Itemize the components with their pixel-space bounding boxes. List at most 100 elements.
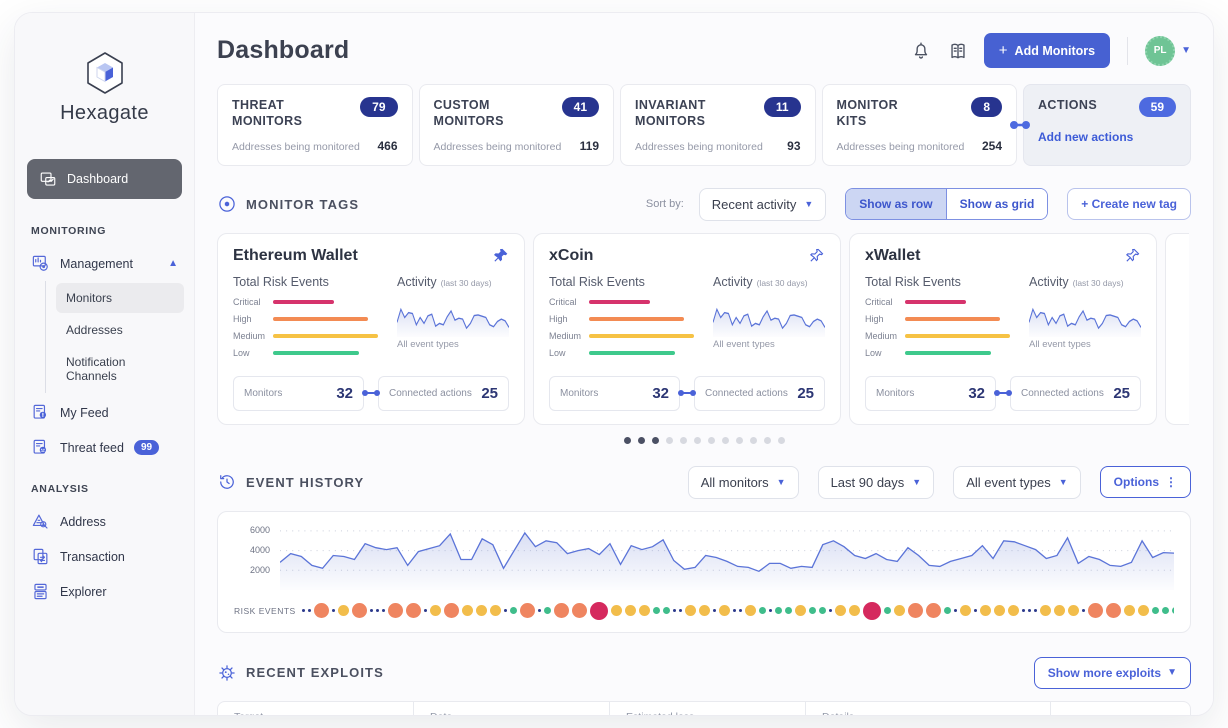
monitor-tag-card-xwallet[interactable]: xWallet Total Risk Events Critical High Me… bbox=[849, 232, 1157, 425]
docs-book-icon[interactable] bbox=[947, 40, 969, 62]
risk-event-dot[interactable] bbox=[1138, 605, 1149, 616]
pagination-dot[interactable] bbox=[679, 436, 687, 444]
pin-icon[interactable] bbox=[492, 247, 509, 264]
sidebar-item-my-feed[interactable]: My Feed bbox=[25, 395, 184, 430]
risk-event-dot[interactable] bbox=[819, 607, 826, 614]
risk-event-dot[interactable] bbox=[504, 609, 507, 612]
risk-event-dot[interactable] bbox=[713, 609, 716, 612]
risk-event-dot[interactable] bbox=[554, 603, 569, 618]
connected-actions-box[interactable]: Connected actions 25 bbox=[378, 375, 509, 411]
risk-event-dot[interactable] bbox=[1068, 605, 1079, 616]
risk-event-dot[interactable] bbox=[894, 605, 905, 616]
filter-all-monitors[interactable]: All monitors ▼ bbox=[687, 465, 799, 499]
risk-event-dot[interactable] bbox=[1008, 605, 1019, 616]
risk-event-dot[interactable] bbox=[538, 609, 541, 612]
sidebar-item-explorer[interactable]: Explorer bbox=[25, 574, 184, 609]
risk-event-dot[interactable] bbox=[1028, 609, 1031, 612]
pagination-dot[interactable] bbox=[665, 436, 673, 444]
sidebar-item-address[interactable]: Address bbox=[25, 504, 184, 539]
risk-event-dot[interactable] bbox=[1088, 603, 1103, 618]
risk-event-dot[interactable] bbox=[611, 605, 622, 616]
risk-event-dot[interactable] bbox=[1172, 607, 1174, 614]
risk-event-dot[interactable] bbox=[590, 601, 608, 620]
risk-event-dot[interactable] bbox=[849, 605, 860, 616]
risk-event-dot[interactable] bbox=[1152, 607, 1159, 614]
stat-card-threat-monitors[interactable]: THREAT MONITORS 79 Addresses being monit… bbox=[217, 84, 413, 166]
sidebar-item-threat-feed[interactable]: Threat feed 99 bbox=[25, 430, 184, 465]
risk-event-dot[interactable] bbox=[685, 605, 696, 616]
risk-event-dot[interactable] bbox=[302, 609, 305, 612]
pin-icon[interactable] bbox=[808, 247, 825, 264]
risk-event-dot[interactable] bbox=[980, 605, 991, 616]
risk-event-dot[interactable] bbox=[338, 605, 349, 616]
sidebar-item-transaction[interactable]: Transaction bbox=[25, 539, 184, 574]
risk-event-dot[interactable] bbox=[332, 609, 335, 612]
risk-event-dot[interactable] bbox=[382, 609, 385, 612]
risk-event-dot[interactable] bbox=[639, 605, 650, 616]
stat-card-monitor-kits[interactable]: MONITOR KITS 8 Addresses being monitored… bbox=[821, 84, 1017, 166]
sort-select[interactable]: Recent activity ▼ bbox=[698, 187, 827, 221]
risk-event-dot[interactable] bbox=[625, 605, 636, 616]
risk-event-dot[interactable] bbox=[719, 605, 730, 616]
risk-event-dot[interactable] bbox=[544, 607, 551, 614]
risk-event-dot[interactable] bbox=[673, 609, 676, 612]
monitors-count-box[interactable]: Monitors 32 bbox=[233, 375, 364, 411]
pin-icon[interactable] bbox=[1124, 247, 1141, 264]
risk-event-dot[interactable] bbox=[944, 607, 951, 614]
connected-actions-box[interactable]: Connected actions 25 bbox=[1010, 375, 1141, 411]
add-monitors-button[interactable]: + Add Monitors bbox=[983, 33, 1111, 68]
sidebar-subitem-notification-channels[interactable]: Notification Channels bbox=[66, 355, 126, 383]
risk-event-dot[interactable] bbox=[444, 603, 459, 618]
risk-event-dot[interactable] bbox=[1040, 605, 1051, 616]
risk-event-dot[interactable] bbox=[406, 603, 421, 618]
filter-date-range[interactable]: Last 90 days ▼ bbox=[817, 465, 935, 499]
risk-event-dot[interactable] bbox=[960, 605, 971, 616]
risk-event-dot[interactable] bbox=[1162, 607, 1169, 614]
risk-event-dot[interactable] bbox=[1124, 605, 1135, 616]
monitor-tag-card-xcoin[interactable]: xCoin Total Risk Events Critical High Medi… bbox=[533, 232, 841, 425]
pagination-dot[interactable] bbox=[707, 436, 715, 444]
see-full-details-link[interactable]: See full details bbox=[1049, 701, 1190, 715]
risk-event-dot[interactable] bbox=[653, 607, 660, 614]
stat-card-custom-monitors[interactable]: CUSTOM MONITORS 41 Addresses being monit… bbox=[418, 84, 614, 166]
risk-event-dot[interactable] bbox=[572, 603, 587, 618]
sidebar-item-dashboard[interactable]: Dashboard bbox=[27, 159, 182, 199]
risk-event-dot[interactable] bbox=[510, 607, 517, 614]
monitors-count-box[interactable]: Monitors 32 bbox=[549, 375, 680, 411]
risk-event-dot[interactable] bbox=[908, 603, 923, 618]
risk-event-dot[interactable] bbox=[809, 607, 816, 614]
pagination-dot[interactable] bbox=[721, 436, 729, 444]
risk-event-dot[interactable] bbox=[376, 609, 379, 612]
risk-event-dot[interactable] bbox=[775, 607, 782, 614]
risk-event-dot[interactable] bbox=[835, 605, 846, 616]
show-more-exploits-button[interactable]: Show more exploits ▼ bbox=[1033, 656, 1191, 689]
risk-event-dot[interactable] bbox=[745, 605, 756, 616]
pagination-dot[interactable] bbox=[735, 436, 743, 444]
risk-event-dot[interactable] bbox=[739, 609, 742, 612]
chevron-up-icon[interactable]: ▲ bbox=[168, 258, 178, 269]
pagination-dot[interactable] bbox=[749, 436, 757, 444]
show-as-row-button[interactable]: Show as row bbox=[846, 189, 946, 219]
user-menu[interactable]: PL ▼ bbox=[1145, 35, 1191, 66]
risk-event-dot[interactable] bbox=[759, 607, 766, 614]
monitor-tag-card-ethereum-wallet[interactable]: Ethereum Wallet Total Risk Events Critic… bbox=[217, 232, 525, 425]
risk-event-dot[interactable] bbox=[1054, 605, 1065, 616]
sidebar-subitem-addresses[interactable]: Addresses bbox=[66, 323, 123, 337]
sidebar-item-management[interactable]: Management ▲ bbox=[25, 246, 184, 281]
risk-event-dot[interactable] bbox=[829, 609, 832, 612]
sidebar-subitem-monitors[interactable]: Monitors bbox=[56, 283, 184, 313]
connected-actions-box[interactable]: Connected actions 25 bbox=[694, 375, 825, 411]
risk-event-dot[interactable] bbox=[733, 609, 736, 612]
risk-event-dot[interactable] bbox=[490, 605, 501, 616]
risk-event-dot[interactable] bbox=[388, 603, 403, 618]
pagination-dot[interactable] bbox=[693, 436, 701, 444]
risk-event-dot[interactable] bbox=[699, 605, 710, 616]
risk-event-dot[interactable] bbox=[926, 603, 941, 618]
stat-card-actions[interactable]: ACTIONS 59 Add new actions bbox=[1023, 84, 1191, 166]
pagination-dot[interactable] bbox=[623, 436, 631, 444]
risk-event-dot[interactable] bbox=[370, 609, 373, 612]
risk-event-dot[interactable] bbox=[884, 607, 891, 614]
risk-event-dot[interactable] bbox=[1034, 609, 1037, 612]
monitor-tag-card-partial[interactable] bbox=[1165, 232, 1189, 425]
risk-event-dot[interactable] bbox=[954, 609, 957, 612]
